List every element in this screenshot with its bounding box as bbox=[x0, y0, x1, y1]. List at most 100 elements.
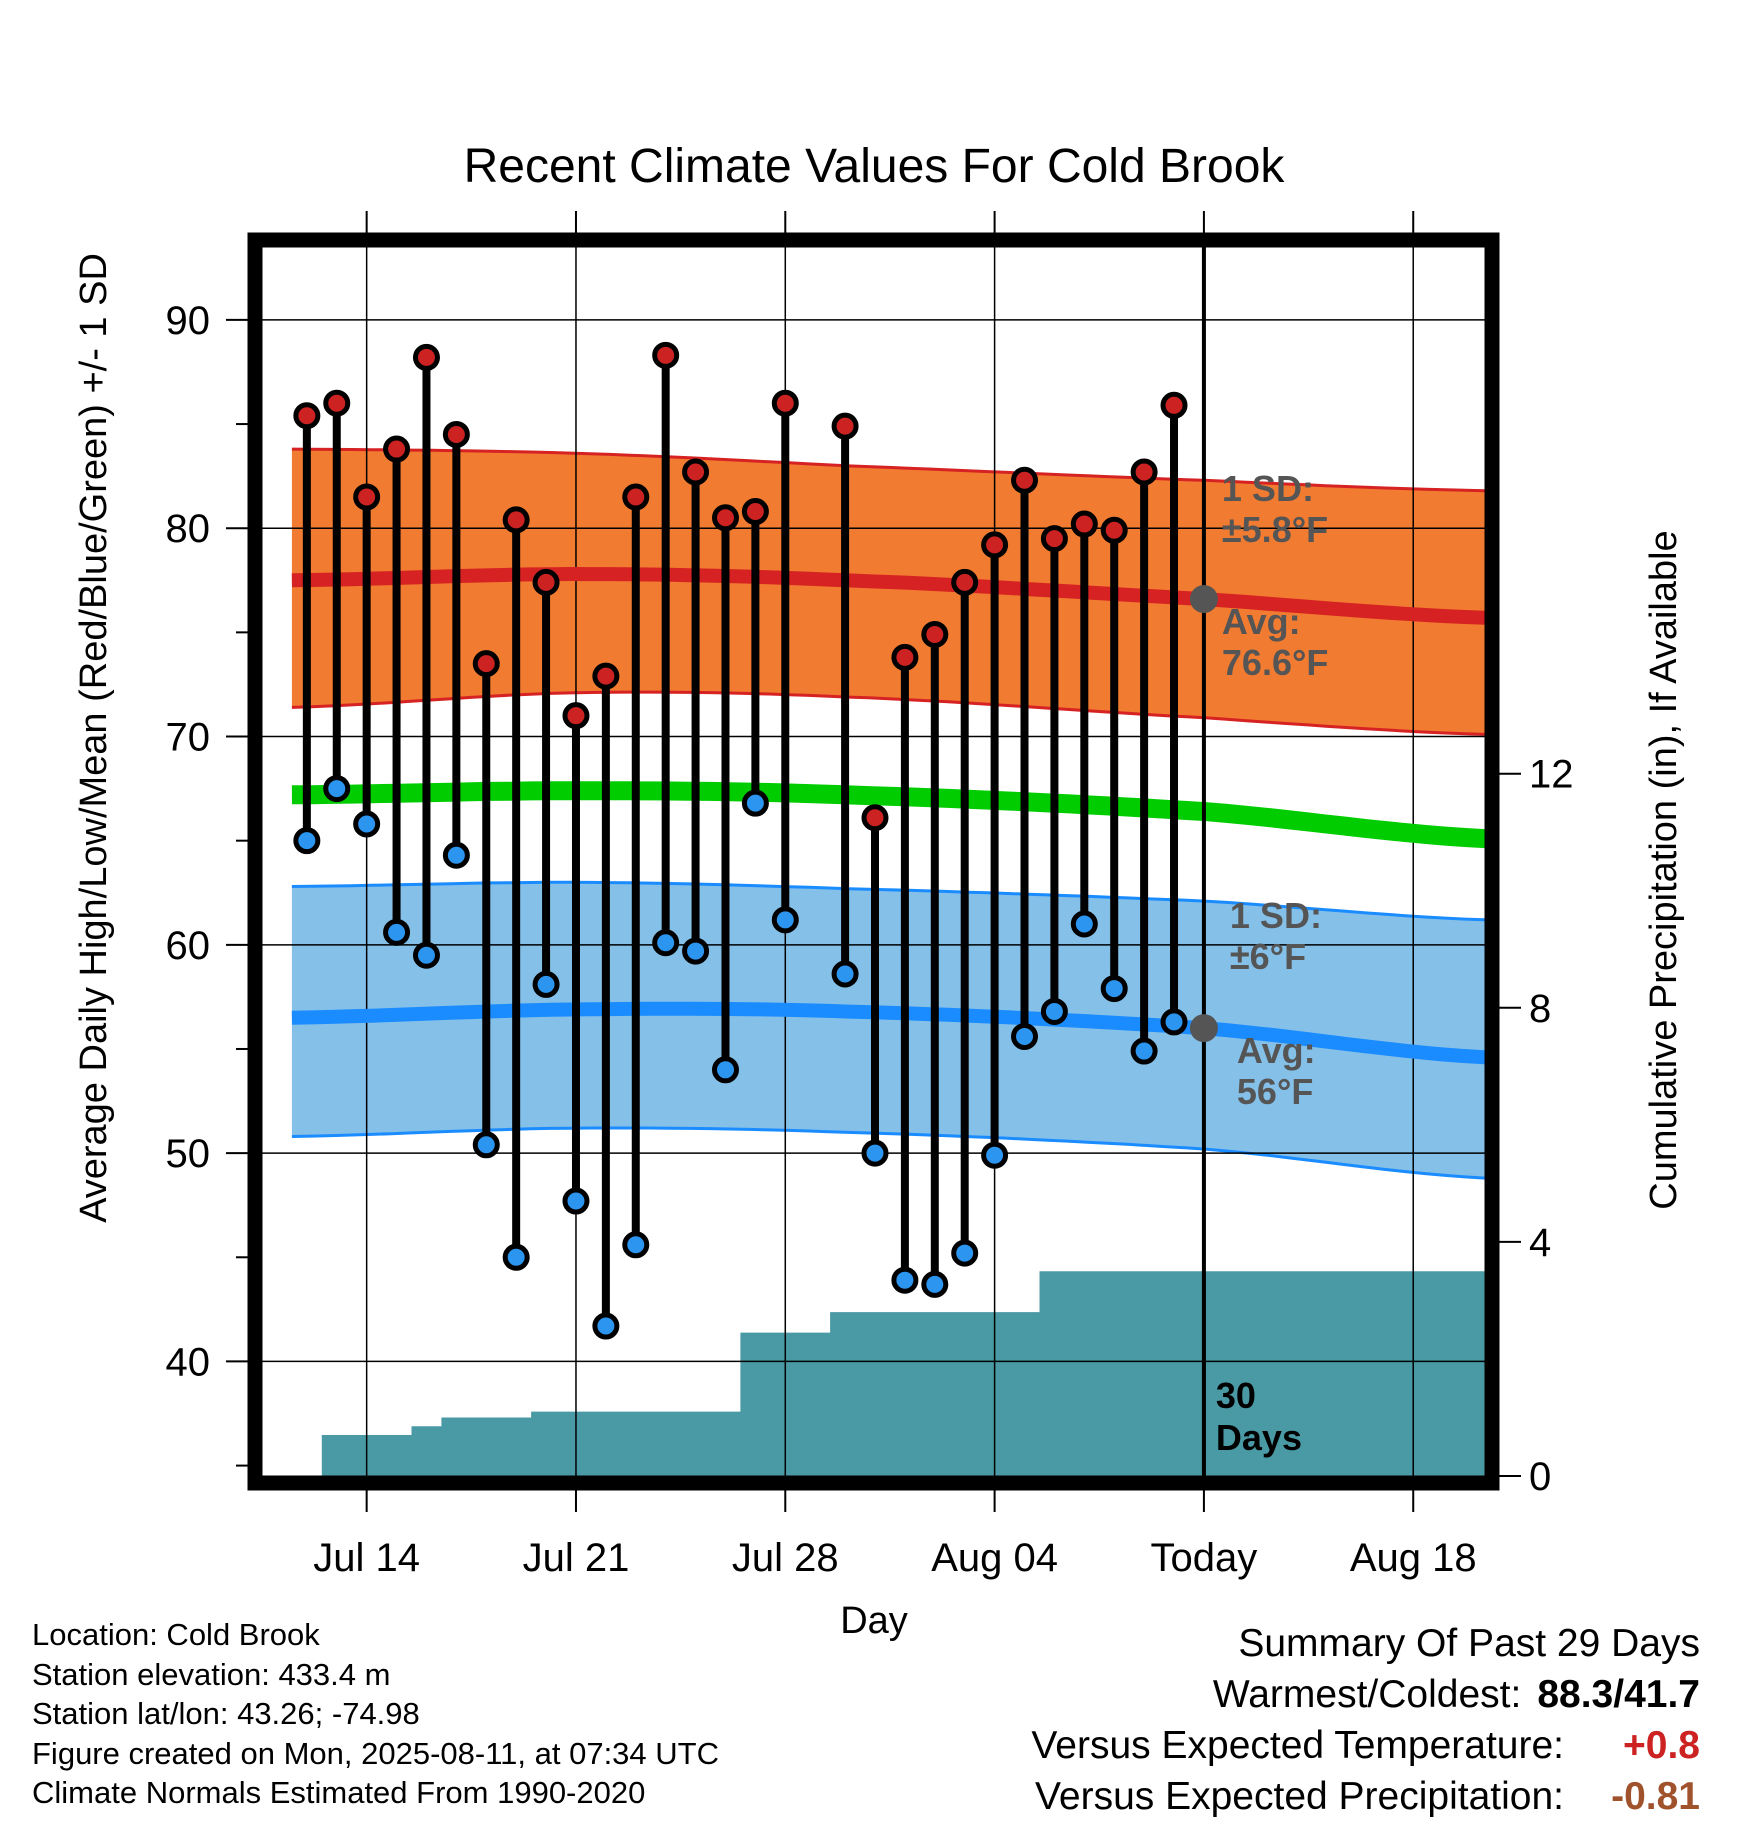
warmest-coldest-value: 88.3/41.7 bbox=[1537, 1673, 1700, 1716]
daily-high-point bbox=[442, 420, 470, 448]
daily-low-point bbox=[861, 1139, 889, 1167]
daily-low-point bbox=[532, 970, 560, 998]
y-tick-label: 70 bbox=[166, 716, 211, 760]
daily-low-point bbox=[622, 1231, 650, 1259]
daily-low-point bbox=[682, 937, 710, 965]
daily-high-point bbox=[622, 483, 650, 511]
daily-high-point bbox=[1011, 466, 1039, 494]
summary-title: Summary Of Past 29 Days bbox=[1238, 1622, 1700, 1665]
temperature-departure-label: Versus Expected Temperature: bbox=[1031, 1724, 1564, 1767]
latlon-text: Station lat/lon: 43.26; -74.98 bbox=[32, 1696, 420, 1731]
daily-high-point bbox=[1160, 391, 1188, 419]
low-band-lower-edge bbox=[291, 1126, 1485, 1180]
normals-text: Climate Normals Estimated From 1990-2020 bbox=[32, 1775, 646, 1810]
y2-tick-label: 8 bbox=[1529, 987, 1551, 1031]
low-avg-value: 56°F bbox=[1237, 1071, 1313, 1112]
daily-low-point bbox=[472, 1131, 500, 1159]
high-band-upper-edge bbox=[291, 447, 1485, 493]
low-avg-label: Avg: bbox=[1237, 1030, 1316, 1071]
daily-high-point bbox=[293, 402, 321, 430]
precipitation-departure-row: Versus Expected Precipitation: -0.81 bbox=[1031, 1771, 1700, 1822]
daily-high-point bbox=[532, 568, 560, 596]
daily-low-point bbox=[502, 1243, 530, 1271]
created-text: Figure created on Mon, 2025-08-11, at 07… bbox=[32, 1735, 719, 1771]
y-tick-label: 90 bbox=[166, 299, 211, 343]
today-high-normal-marker bbox=[1189, 585, 1218, 614]
daily-high-point bbox=[1040, 525, 1068, 553]
temperature-departure-value: +0.8 bbox=[1623, 1724, 1700, 1767]
daily-low-point bbox=[1070, 910, 1098, 938]
daily-high-point bbox=[592, 662, 620, 690]
daily-high-point bbox=[562, 702, 590, 730]
low-sd-label: 1 SD: bbox=[1230, 895, 1322, 936]
daily-low-point bbox=[652, 929, 680, 957]
station-info: Location: Cold Brook Station elevation: … bbox=[32, 1615, 719, 1813]
daily-high-point bbox=[412, 343, 440, 371]
x-tick-label: Jul 14 bbox=[313, 1536, 420, 1580]
daily-low-point bbox=[562, 1187, 590, 1215]
daily-low-point bbox=[771, 906, 799, 934]
daily-high-point bbox=[323, 389, 351, 417]
normal-high-line bbox=[291, 566, 1485, 625]
daily-high-point bbox=[771, 389, 799, 417]
today-low-normal-marker bbox=[1189, 1014, 1218, 1043]
daily-low-point bbox=[323, 775, 351, 803]
plot-frame bbox=[247, 232, 1500, 1491]
daily-low-point bbox=[741, 789, 769, 817]
daily-low-point bbox=[711, 1056, 739, 1084]
daily-high-point bbox=[652, 341, 680, 369]
daily-high-point bbox=[861, 804, 889, 832]
x-tick-label: Today bbox=[1151, 1536, 1258, 1580]
daily-high-point bbox=[472, 650, 500, 678]
daily-high-point bbox=[741, 498, 769, 526]
low-sd-value: ±6°F bbox=[1230, 936, 1306, 977]
high-sd-value: ±5.8°F bbox=[1222, 509, 1328, 550]
elevation-text: Station elevation: 433.4 m bbox=[32, 1656, 391, 1692]
daily-low-point bbox=[981, 1141, 1009, 1169]
daily-low-point bbox=[1011, 1022, 1039, 1050]
temperature-departure-row: Versus Expected Temperature: +0.8 bbox=[1031, 1720, 1700, 1771]
daily-low-point bbox=[891, 1266, 919, 1294]
precipitation-departure-label: Versus Expected Precipitation: bbox=[1035, 1775, 1564, 1818]
axes: 40 50 60 70 80 90 0 4 8 12 Jul 14 Jul 21 Jul 28 Aug 0… bbox=[166, 211, 1574, 1580]
low-band-upper-edge bbox=[291, 880, 1485, 922]
daily-low-point bbox=[412, 941, 440, 969]
daily-low-point bbox=[1040, 997, 1068, 1025]
x-tick-label: Aug 04 bbox=[931, 1536, 1058, 1580]
daily-high-point bbox=[502, 506, 530, 534]
daily-high-point bbox=[1100, 516, 1128, 544]
y-tick-label: 80 bbox=[166, 507, 211, 551]
high-band-lower-edge bbox=[291, 690, 1485, 736]
daily-low-point bbox=[951, 1239, 979, 1267]
high-avg-label: Avg: bbox=[1222, 601, 1301, 642]
daily-low-point bbox=[442, 841, 470, 869]
daily-low-point bbox=[831, 960, 859, 988]
high-sd-band bbox=[291, 449, 1485, 735]
daily-high-point bbox=[831, 412, 859, 440]
normal-low-line bbox=[291, 1001, 1485, 1065]
daily-low-point bbox=[921, 1270, 949, 1298]
daily-low-point bbox=[1130, 1037, 1158, 1065]
daily-high-point bbox=[891, 643, 919, 671]
daily-high-point bbox=[1130, 458, 1158, 486]
y2-axis-label: Cumulative Precipitation (in), If Availa… bbox=[1643, 530, 1685, 1209]
x-tick-label: Jul 28 bbox=[732, 1536, 839, 1580]
y2-tick-label: 0 bbox=[1529, 1455, 1551, 1499]
low-sd-band bbox=[291, 882, 1485, 1179]
x-tick-label: Aug 18 bbox=[1350, 1536, 1477, 1580]
precipitation-departure-value: -0.81 bbox=[1611, 1775, 1700, 1818]
daily-low-point bbox=[383, 918, 411, 946]
high-avg-value: 76.6°F bbox=[1222, 642, 1328, 683]
chart-title: Recent Climate Values For Cold Brook bbox=[464, 140, 1286, 193]
daily-low-point bbox=[353, 810, 381, 838]
daily-high-point bbox=[921, 620, 949, 648]
daily-high-point bbox=[1070, 510, 1098, 538]
warmest-coldest-row: Warmest/Coldest: 88.3/41.7 bbox=[1031, 1669, 1700, 1720]
location-text: Location: Cold Brook bbox=[32, 1617, 320, 1652]
warmest-coldest-label: Warmest/Coldest: bbox=[1212, 1673, 1522, 1716]
x-tick-label: Jul 21 bbox=[523, 1536, 630, 1580]
summary-panel: Summary Of Past 29 Days Warmest/Coldest:… bbox=[1031, 1618, 1700, 1822]
